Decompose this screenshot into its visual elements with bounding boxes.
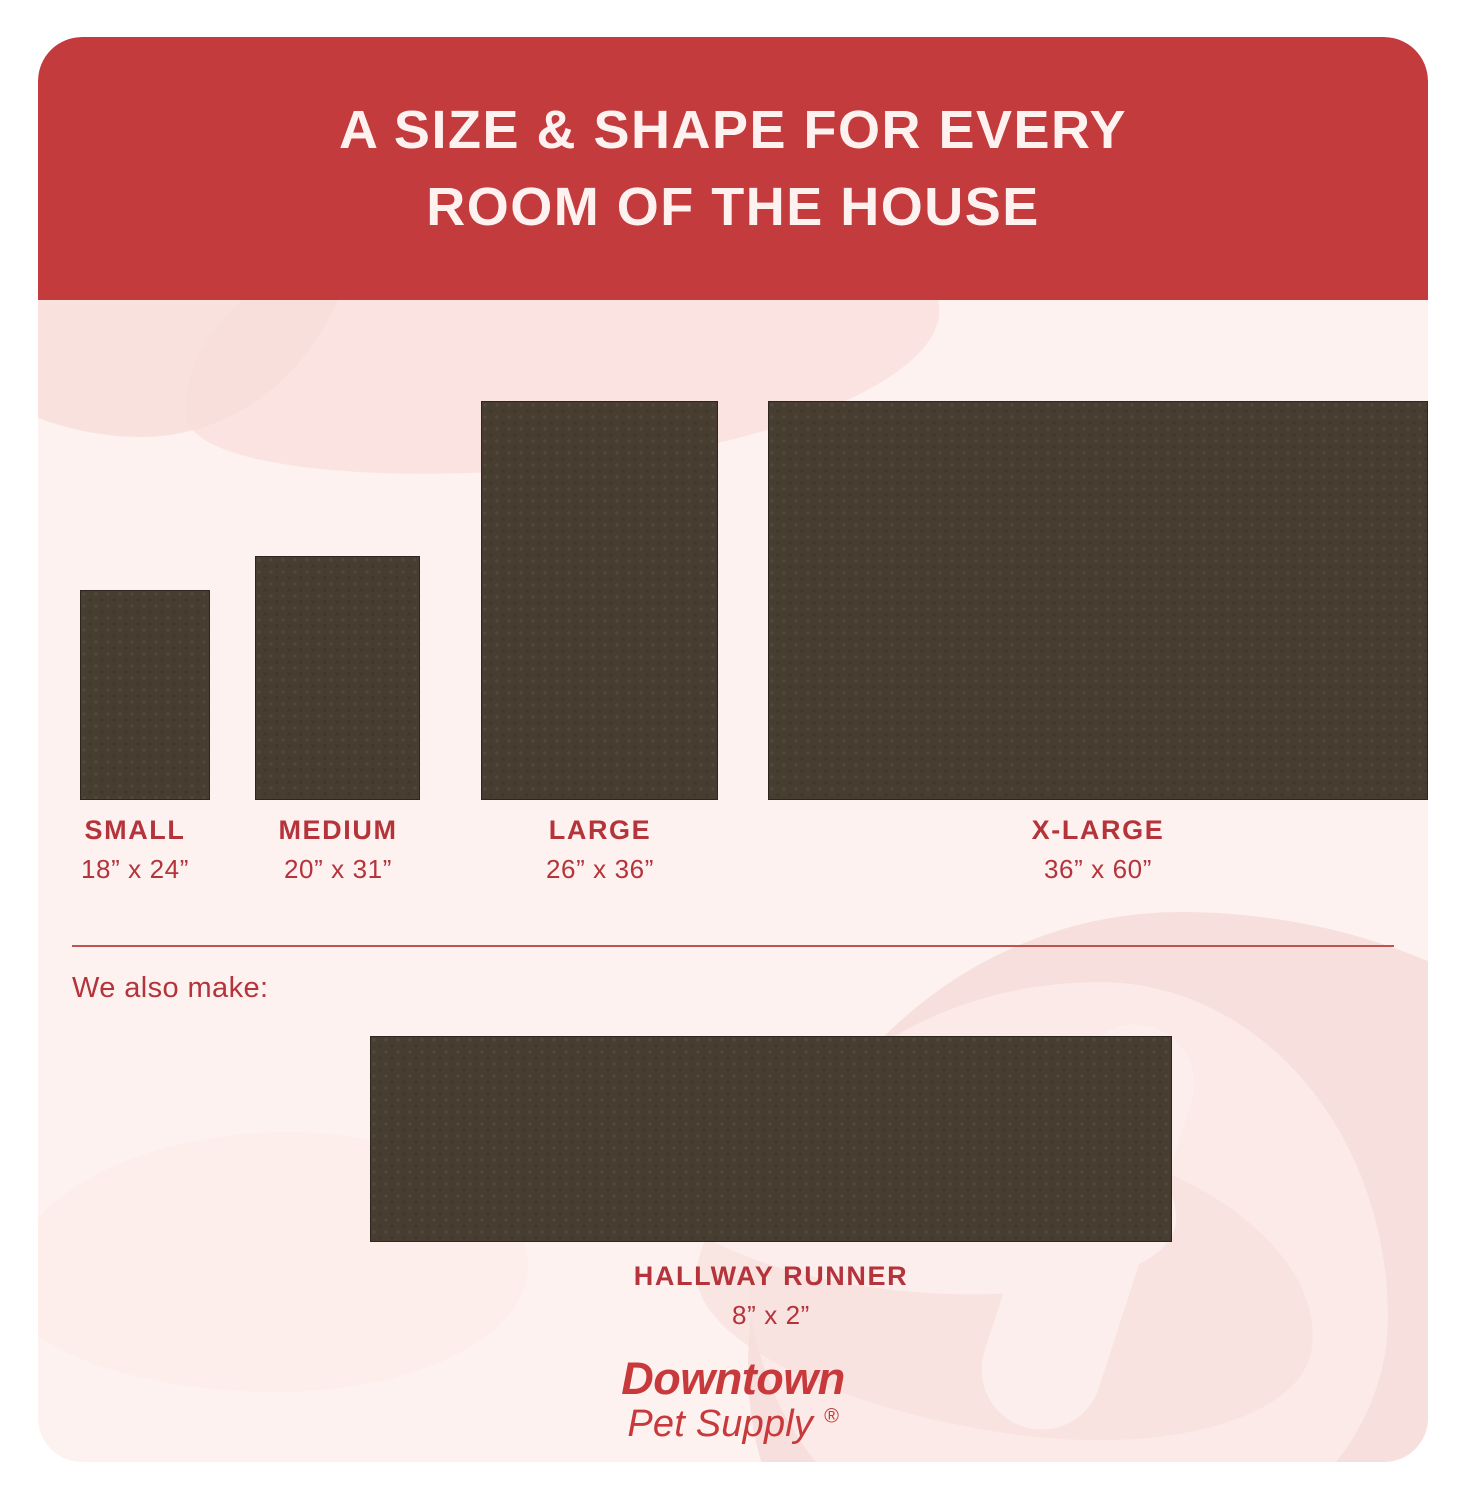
mat-dims-large: 26” x 36”	[545, 854, 654, 885]
mat-name-small: SMALL	[84, 815, 186, 845]
brand-logo-line-2-text: Pet Supply	[627, 1403, 814, 1446]
mat-name-large: LARGE	[548, 815, 652, 845]
header-banner: A SIZE & SHAPE FOR EVERY ROOM OF THE HOU…	[38, 37, 1428, 300]
mat-name-medium: MEDIUM	[278, 815, 398, 845]
also-make-heading: We also make:	[72, 972, 269, 1004]
page-title-line-1: A SIZE & SHAPE FOR EVERY	[338, 99, 1128, 160]
mat-label-small: SMALL 18” x 24”	[38, 812, 250, 888]
mat-label-medium: MEDIUM 20” x 31”	[223, 812, 453, 888]
brand-logo: Downtown Pet Supply ®	[38, 1355, 1428, 1447]
page-title-line-2: ROOM OF THE HOUSE	[426, 176, 1040, 237]
mat-dims-small: 18” x 24”	[80, 854, 189, 885]
main-content: SMALL 18” x 24” MEDIUM 20” x 31” LARGE 2…	[38, 300, 1428, 1462]
mat-dims-xlarge: 36” x 60”	[1043, 854, 1152, 885]
size-comparison-row: SMALL 18” x 24” MEDIUM 20” x 31” LARGE 2…	[38, 300, 1428, 884]
mat-dims-hallway-runner: 8” x 2”	[732, 1300, 810, 1331]
mat-swatch-small	[80, 590, 210, 800]
mat-dims-medium: 20” x 31”	[283, 854, 392, 885]
mat-swatch-medium	[255, 556, 420, 800]
mat-label-large: LARGE 26” x 36”	[485, 812, 715, 888]
mat-name-xlarge: X-LARGE	[1031, 815, 1165, 845]
section-divider	[72, 945, 1394, 947]
infographic-card: A SIZE & SHAPE FOR EVERY ROOM OF THE HOU…	[38, 37, 1428, 1462]
brand-logo-line-1: Downtown	[621, 1353, 845, 1404]
mat-swatch-xlarge	[768, 401, 1428, 800]
mat-swatch-large	[481, 401, 718, 800]
mat-label-xlarge: X-LARGE 36” x 60”	[983, 812, 1213, 888]
brand-logo-line-2: Pet Supply ®	[38, 1403, 1428, 1447]
registered-trademark-icon: ®	[823, 1405, 839, 1428]
mat-name-hallway-runner: HALLWAY RUNNER	[633, 1261, 909, 1291]
mat-label-hallway-runner: HALLWAY RUNNER 8” x 2”	[370, 1258, 1172, 1334]
mat-swatch-hallway-runner	[370, 1036, 1172, 1242]
